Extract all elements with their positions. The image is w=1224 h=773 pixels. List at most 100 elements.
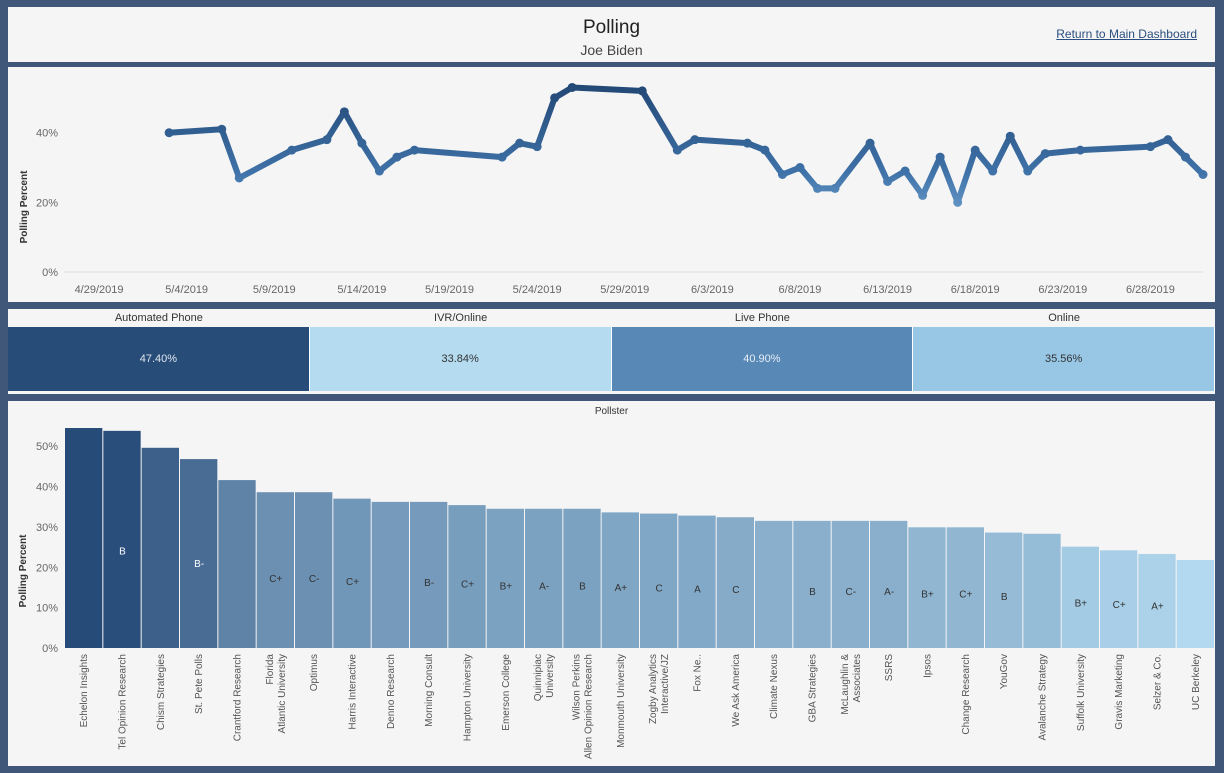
pollster-bar[interactable] [1138,553,1176,648]
pollster-name-label: Crantford Research [233,654,244,741]
pollster-bar[interactable] [870,520,908,648]
pollster-name-label: UC Berkeley [1191,654,1202,710]
line-data-point [1023,166,1033,176]
pollster-name-label: Monmouth University [616,654,627,748]
pollster-grade-label: C- [846,587,857,598]
pollster-bar[interactable] [218,480,256,648]
line-data-point [1075,145,1085,155]
line-ytick-label: 40% [36,128,58,140]
bar-ytick-label: 50% [36,441,58,453]
line-data-point [217,124,227,134]
pollster-grade-label: B+ [500,581,513,592]
pollster-bar[interactable] [486,508,524,648]
pollster-bar[interactable] [1100,550,1138,648]
line-data-point [777,170,787,179]
line-xtick-label: 6/28/2019 [1126,284,1175,296]
line-data-point [1198,170,1208,179]
pollster-bar[interactable] [716,517,754,648]
line-data-point [742,138,752,148]
pollster-grade-label: B [119,546,126,557]
pollster-name-label: We Ask America [731,654,742,727]
pollster-grade-label: C- [309,574,320,585]
pollster-name-label: SSRS [884,654,895,682]
bar-chart-panel: Pollster Polling Percent 0% 10% 20% 30% 40% 5… [8,401,1215,766]
pollster-bar[interactable] [1023,533,1061,648]
method-value-cell[interactable]: 35.56% [913,327,1215,391]
pollster-grade-label: B [579,581,586,592]
pollster-bar[interactable] [103,430,141,648]
line-data-point [988,166,998,176]
pollster-bar[interactable] [1061,546,1099,648]
line-data-point [900,166,910,176]
bar-ytick-label: 30% [36,522,58,534]
pollster-bar[interactable] [755,520,793,648]
line-xtick-label: 6/23/2019 [1038,284,1087,296]
line-data-point [970,145,980,155]
pollster-name-label: St. Pete Polls [194,654,205,714]
pollster-bar[interactable] [563,508,601,648]
line-series-biden [166,84,1206,206]
line-data-point [357,138,367,148]
page-title: Polling [582,17,641,38]
line-data-point [812,183,822,193]
pollster-name-label: YouGov [999,654,1010,689]
pollster-grade-label: A+ [1151,602,1164,613]
pollster-bar[interactable] [908,527,946,648]
pollster-bar[interactable] [256,492,294,648]
line-data-point [865,138,875,148]
pollster-bar[interactable] [640,513,678,648]
line-data-point [795,163,805,173]
return-to-main-dashboard-link[interactable]: Return to Main Dashboard [1056,27,1197,41]
pollster-name-label: Suffolk University [1076,654,1087,731]
pollster-bar[interactable] [371,501,409,648]
pollster-bar[interactable] [678,515,716,648]
line-data-point [409,145,419,155]
pollster-bar[interactable] [448,505,486,648]
pollster-bar[interactable] [295,492,333,648]
bar-chart-ylabel: Polling Percent [18,534,29,607]
method-value-cell[interactable]: 47.40% [8,327,310,391]
line-xtick-label: 6/18/2019 [951,284,1000,296]
pollster-name-label: Morning Consult [424,654,435,727]
line-xtick-label: 5/29/2019 [600,284,649,296]
header-panel: Polling Joe Biden Return to Main Dashboa… [8,7,1215,62]
pollster-bar[interactable] [946,527,984,648]
pollster-bar[interactable] [831,520,869,648]
line-xtick-label: 6/8/2019 [779,284,822,296]
method-value-cell[interactable]: 33.84% [309,327,612,391]
method-value-cell[interactable]: 40.90% [611,327,914,391]
line-data-point [1005,131,1015,141]
pollster-grade-label: C+ [461,580,474,591]
page-subtitle: Joe Biden [580,42,643,58]
pollster-name-label: Avalanche Strategy [1038,654,1049,741]
pollster-bar[interactable] [985,532,1023,648]
bar-ytick-label: 10% [36,603,58,615]
pollster-bar[interactable] [1176,560,1214,648]
pollster-grade-label: B+ [921,590,934,601]
pollster-bar[interactable] [410,501,448,648]
pollster-name-label: Echelon Insights [79,654,90,727]
pollster-name-label: Selzer & Co. [1153,654,1164,710]
methodology-table: Automated Phone 47.40% IVR/Online 33.84% Liv… [8,309,1215,394]
pollster-bar[interactable] [180,459,218,648]
line-chart: Polling Percent 0% 20% 40% 4/29/2019 5/4/20… [19,82,1208,296]
pollster-bar[interactable] [525,508,563,648]
line-data-point [672,145,682,155]
pollster-grade-label: A [694,584,701,595]
line-data-point [760,145,770,155]
pollster-name-label: Emerson College [501,654,512,731]
bar-chart: Polling Percent 0% 10% 20% 30% 40% 50% Echelo… [18,428,1214,759]
pollster-bar[interactable] [65,428,103,648]
pollster-bar[interactable] [141,447,179,648]
pollster-grade-label: C+ [269,574,282,585]
bar-chart-title: Pollster [594,406,629,417]
pollster-name-label: Gravis Marketing [1114,654,1125,730]
pollster-bar[interactable] [793,520,831,648]
line-xtick-label: 5/14/2019 [337,284,386,296]
line-data-point [339,107,349,117]
pollster-grade-label: C [732,585,739,596]
pollster-name-label: McLaughlin &Associates [840,654,863,715]
line-data-point [690,135,700,145]
pollster-bar[interactable] [601,512,639,648]
pollster-bar[interactable] [333,498,371,648]
